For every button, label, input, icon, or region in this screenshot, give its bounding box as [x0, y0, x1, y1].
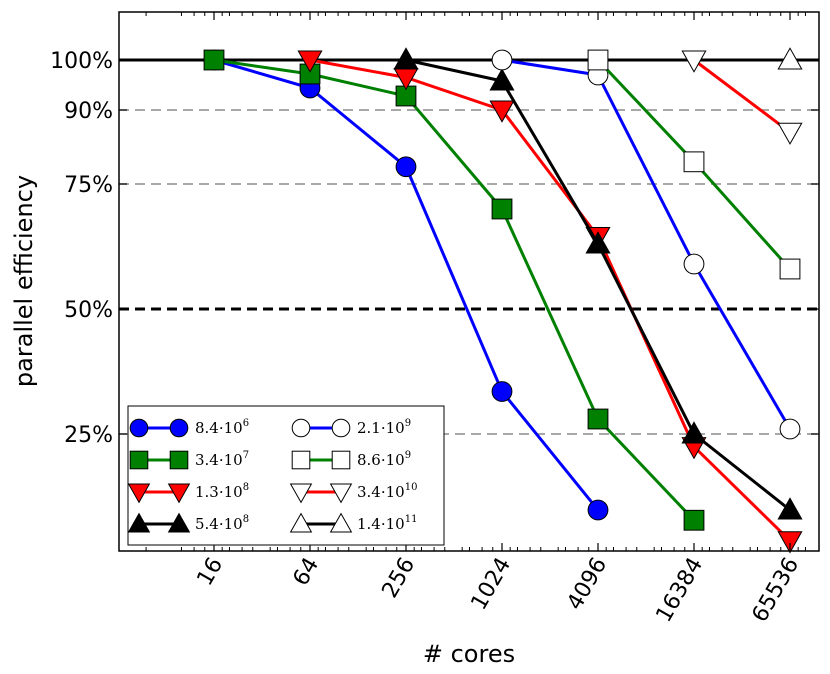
- series: [491, 49, 801, 440]
- legend-exponent: 6: [243, 418, 249, 429]
- series-layer: [203, 47, 803, 554]
- data-marker: [329, 512, 353, 533]
- x-tick-label: 65536: [748, 554, 805, 627]
- x-tick-label: 64: [289, 554, 325, 591]
- legend-entry-label: 3.4·107: [195, 450, 249, 469]
- series: [777, 47, 803, 70]
- data-marker: [585, 231, 611, 254]
- data-marker: [203, 49, 225, 71]
- x-tick-label: 256: [378, 554, 421, 603]
- data-marker: [681, 421, 707, 444]
- data-marker: [169, 418, 189, 438]
- x-tick-label: 16: [193, 554, 229, 591]
- y-tick-label: 25%: [64, 423, 113, 448]
- legend-entry-label: 8.6·109: [357, 450, 411, 469]
- legend-exponent: 8: [243, 514, 249, 525]
- data-marker: [683, 253, 705, 275]
- data-marker: [779, 258, 801, 280]
- x-tick-label: 1024: [467, 554, 517, 615]
- data-marker: [167, 483, 191, 504]
- legend-entry-label: 8.4·106: [195, 418, 249, 437]
- reference-lines: [119, 58, 819, 435]
- legend-base: 8.4·10: [195, 419, 243, 437]
- data-marker: [127, 483, 151, 504]
- legend-base: 3.4·10: [195, 451, 243, 469]
- data-marker: [489, 100, 515, 123]
- data-marker: [683, 509, 705, 531]
- data-marker: [167, 512, 191, 533]
- series-line: [309, 58, 792, 542]
- y-tick-label: 100%: [50, 49, 113, 74]
- data-marker: [331, 450, 351, 470]
- data-marker: [779, 418, 801, 440]
- legend-entry-label: 5.4·108: [195, 514, 249, 533]
- series-line: [501, 58, 792, 430]
- legend-entry-label: 2.1·109: [357, 418, 411, 437]
- legend-entry-label: 1.4·1011: [357, 514, 417, 533]
- data-marker: [777, 531, 803, 554]
- series: [203, 49, 705, 531]
- data-marker: [777, 497, 803, 520]
- legend-exponent: 7: [243, 450, 249, 461]
- legend-base: 2.1·10: [357, 419, 405, 437]
- legend-entry-label: 3.4·1010: [357, 482, 417, 501]
- legend-base: 3.4·10: [357, 483, 405, 501]
- data-marker: [169, 450, 189, 470]
- data-marker: [127, 512, 151, 533]
- data-marker: [681, 50, 707, 73]
- series: [681, 50, 803, 145]
- data-marker: [329, 483, 353, 504]
- legend-exponent: 9: [405, 418, 411, 429]
- data-marker: [395, 156, 417, 178]
- data-marker: [777, 122, 803, 145]
- series-line: [693, 58, 791, 134]
- y-axis-label: parallel efficiency: [10, 175, 38, 387]
- x-tick-label: 16384: [652, 554, 709, 627]
- legend-exponent: 11: [405, 514, 418, 525]
- data-marker: [491, 49, 513, 71]
- data-marker: [491, 381, 513, 402]
- data-marker: [289, 512, 313, 533]
- data-marker: [129, 450, 149, 470]
- legend-exponent: 9: [405, 450, 411, 461]
- x-axis-label: # cores: [423, 640, 515, 668]
- series: [587, 49, 801, 280]
- legend-base: 5.4·10: [195, 515, 243, 533]
- series: [393, 47, 803, 520]
- legend: 8.4·1063.4·1071.3·1085.4·1082.1·1098.6·1…: [127, 405, 445, 546]
- legend-entry-label: 1.3·108: [195, 482, 249, 501]
- series-line: [405, 58, 791, 512]
- legend-base: 1.4·10: [357, 515, 405, 533]
- data-marker: [291, 450, 311, 470]
- data-marker: [683, 151, 705, 173]
- data-marker: [331, 418, 351, 438]
- data-marker: [297, 50, 323, 73]
- data-marker: [291, 418, 311, 438]
- legend-exponent: 8: [243, 482, 249, 493]
- data-marker: [777, 47, 803, 70]
- y-tick-label: 75%: [64, 173, 113, 198]
- data-marker: [489, 68, 515, 91]
- x-tick-label: 4096: [563, 554, 613, 615]
- legend-exponent: 10: [405, 482, 418, 493]
- legend-base: 1.3·10: [195, 483, 243, 501]
- data-marker: [491, 198, 513, 220]
- data-marker: [587, 499, 609, 521]
- y-tick-label: 90%: [64, 99, 113, 124]
- series-line: [213, 58, 696, 522]
- data-marker: [587, 49, 609, 71]
- data-marker: [129, 418, 149, 438]
- data-marker: [393, 47, 419, 70]
- legend-base: 8.6·10: [357, 451, 405, 469]
- data-marker: [587, 408, 609, 430]
- y-tick-label: 50%: [64, 298, 113, 323]
- data-marker: [289, 483, 313, 504]
